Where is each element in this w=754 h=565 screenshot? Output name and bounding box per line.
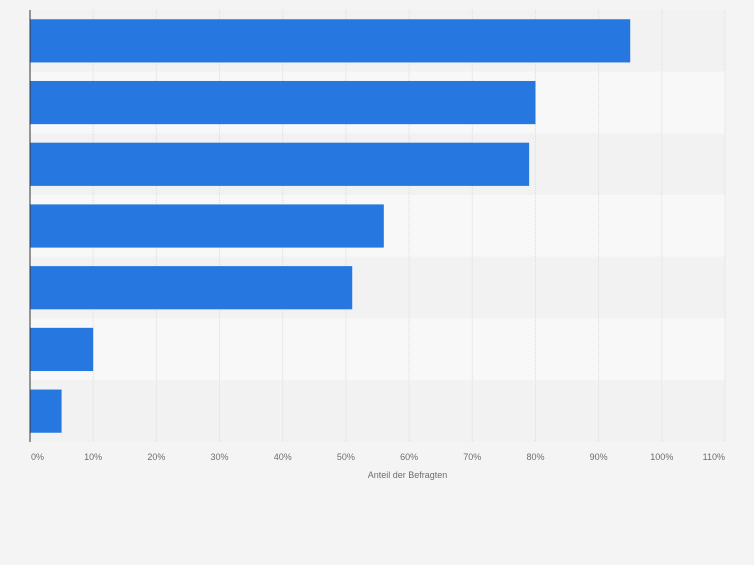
x-tick-label: 80%: [526, 452, 544, 462]
x-tick-label: 100%: [650, 452, 673, 462]
bar[interactable]: [30, 80, 536, 125]
bar[interactable]: [30, 389, 62, 433]
x-tick-label: 50%: [337, 452, 355, 462]
x-tick-label: 40%: [274, 452, 292, 462]
x-axis-tick-labels: 0% 10% 20% 30% 40% 50% 60% 70% 80% 90% 100% 110%: [31, 452, 725, 462]
bar[interactable]: [30, 327, 94, 372]
x-axis-label: Anteil der Befragten: [368, 470, 448, 480]
x-tick-label: 90%: [590, 452, 608, 462]
x-tick-label: 10%: [84, 452, 102, 462]
x-tick-label: 0%: [31, 452, 44, 462]
x-tick-label: 30%: [211, 452, 229, 462]
x-tick-label: 60%: [400, 452, 418, 462]
row-band: [30, 380, 725, 442]
bars: [30, 19, 631, 433]
row-band: [30, 318, 725, 381]
x-tick-label: 110%: [703, 452, 725, 462]
bar[interactable]: [30, 204, 384, 248]
bar[interactable]: [30, 19, 631, 63]
x-tick-label: 70%: [463, 452, 481, 462]
bar[interactable]: [30, 266, 353, 310]
bar[interactable]: [30, 142, 530, 186]
x-tick-label: 20%: [147, 452, 165, 462]
